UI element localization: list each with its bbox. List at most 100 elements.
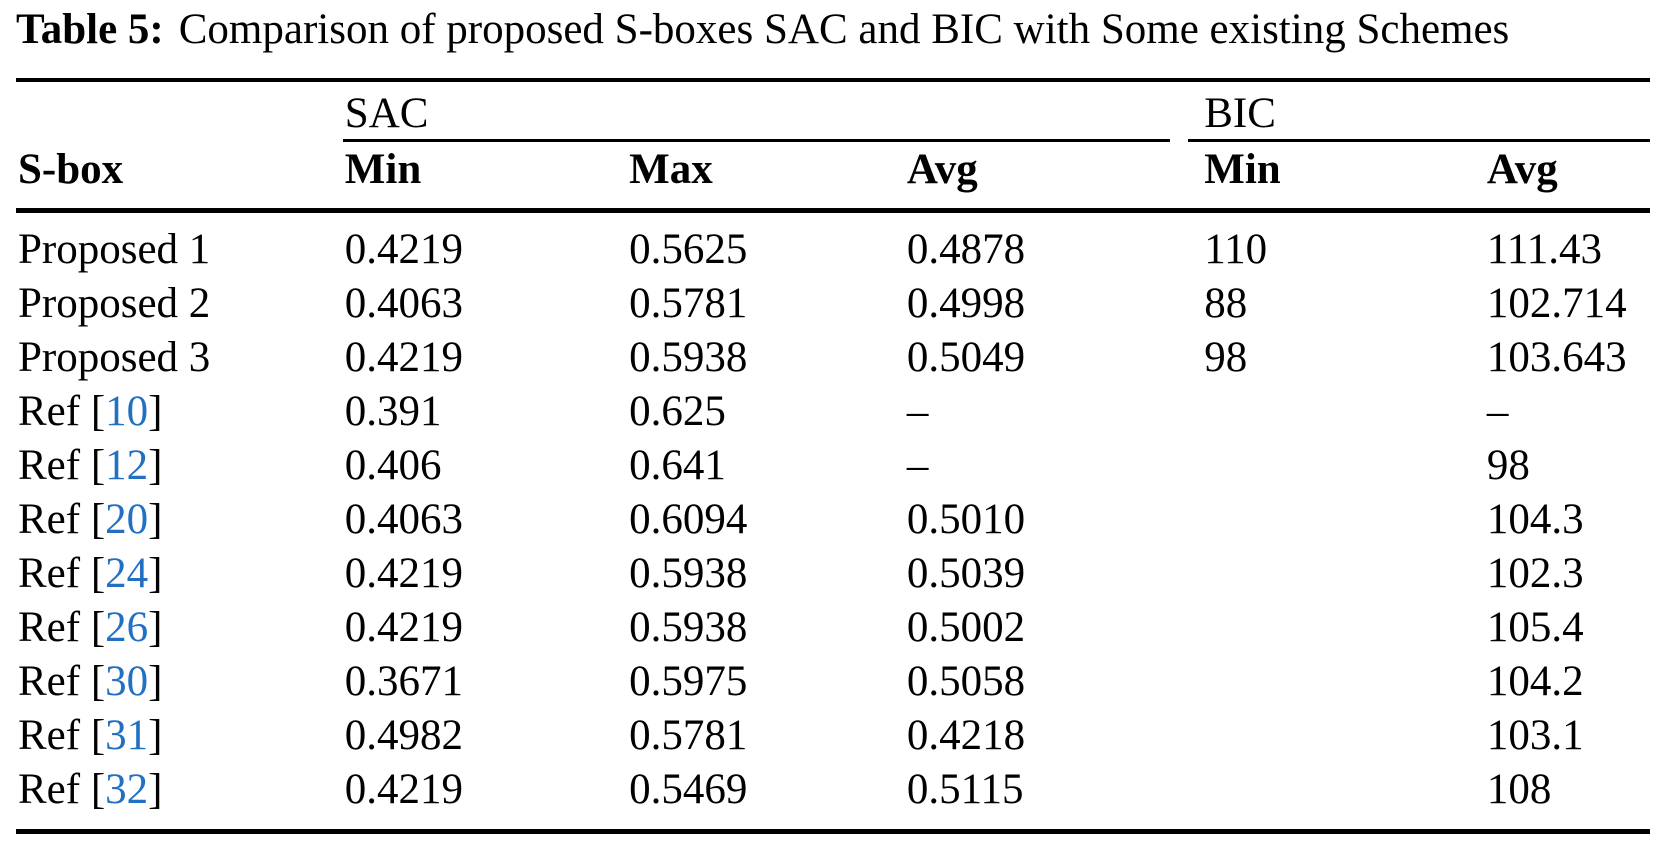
row-label-text: Ref [	[18, 550, 106, 597]
table-cell: 0.4063	[344, 280, 464, 327]
table-cell: 0.5058	[906, 658, 1026, 705]
table-row: Ref [24] 0.4219 0.5938 0.5039 102.3	[16, 547, 1650, 601]
row-label: Proposed 3	[16, 331, 343, 385]
table-cell: 0.625	[629, 388, 726, 435]
table-cell: 0.5010	[906, 496, 1026, 543]
table-caption-label: Table 5:	[16, 6, 164, 53]
row-label-text: Proposed 1	[18, 226, 211, 273]
table-row: Proposed 3 0.4219 0.5938 0.5049 98 103.643	[16, 331, 1650, 385]
table-cell: 0.5781	[629, 712, 748, 759]
table-cell: –	[1486, 388, 1509, 435]
citation-link[interactable]: 31	[105, 712, 149, 759]
citation-link[interactable]: 30	[105, 658, 149, 705]
table-cell: 104.2	[1486, 658, 1584, 705]
table-row: Ref [20] 0.4063 0.6094 0.5010 104.3	[16, 493, 1650, 547]
table-cell: 0.6094	[629, 496, 748, 543]
row-label: Ref [32]	[16, 763, 343, 817]
table-cell: 0.4218	[906, 712, 1026, 759]
table-cell: 0.5975	[629, 658, 748, 705]
column-header-row: S-box Min Max Avg Min Avg	[16, 142, 1650, 208]
row-label: Proposed 2	[16, 277, 343, 331]
column-header-sbox: S-box	[18, 146, 124, 193]
spacer-cell	[16, 82, 343, 142]
table-bottom-rule	[16, 829, 1650, 834]
table-row: Proposed 2 0.4063 0.5781 0.4998 88 102.714	[16, 277, 1650, 331]
row-label: Proposed 1	[16, 223, 343, 277]
header-bottom-rule	[16, 208, 1650, 213]
row-label: Ref [12]	[16, 439, 343, 493]
table-cell: 88	[1204, 280, 1248, 327]
row-label: Ref [24]	[16, 547, 343, 601]
table-cell: 0.4219	[344, 334, 464, 381]
table-cell: 0.4998	[906, 280, 1026, 327]
table-cell: 0.4982	[344, 712, 464, 759]
table-caption: Table 5: Comparison of proposed S-boxes S…	[16, 4, 1650, 56]
table-cell: 105.4	[1486, 604, 1584, 651]
table-cell: 103.1	[1486, 712, 1584, 759]
table-cell: 0.5625	[629, 226, 748, 273]
column-header-bic-min: Min	[1204, 146, 1281, 193]
row-label-suffix: ]	[148, 550, 163, 597]
table-cell: –	[906, 388, 929, 435]
table-body: Proposed 1 0.4219 0.5625 0.4878 110 111.43 Pro…	[16, 213, 1650, 829]
table-cell: 110	[1204, 226, 1268, 273]
table-cell: 0.5002	[906, 604, 1026, 651]
column-header-sac-avg: Avg	[906, 146, 978, 193]
table-row: Ref [31] 0.4982 0.5781 0.4218 103.1	[16, 709, 1650, 763]
row-label-text: Ref [	[18, 658, 106, 705]
row-label-suffix: ]	[148, 658, 163, 705]
table-cell: 0.5115	[906, 766, 1024, 813]
citation-link[interactable]: 20	[105, 496, 149, 543]
table-cell: 98	[1486, 442, 1530, 489]
citation-link[interactable]: 32	[105, 766, 149, 813]
row-label-suffix: ]	[148, 442, 163, 489]
table-cell: 108	[1486, 766, 1552, 813]
table-row: Ref [32] 0.4219 0.5469 0.5115 108	[16, 763, 1650, 817]
table-cell: 0.641	[629, 442, 726, 489]
table-cell: 102.714	[1486, 280, 1627, 327]
row-label: Ref [10]	[16, 385, 343, 439]
table-cell: 0.5049	[906, 334, 1026, 381]
table-cell: 0.5938	[629, 550, 748, 597]
row-label: Ref [31]	[16, 709, 343, 763]
column-header-sac-min: Min	[344, 146, 422, 193]
row-label-text: Ref [	[18, 604, 106, 651]
citation-link[interactable]: 26	[105, 604, 149, 651]
table-row: Proposed 1 0.4219 0.5625 0.4878 110 111.43	[16, 223, 1650, 277]
row-label-suffix: ]	[148, 496, 163, 543]
table-cell: 0.4219	[344, 226, 464, 273]
table-cell: 111.43	[1486, 226, 1602, 273]
citation-link[interactable]: 12	[105, 442, 149, 489]
citation-link[interactable]: 24	[105, 550, 149, 597]
table-cell: 0.406	[344, 442, 442, 489]
table-cell: 104.3	[1486, 496, 1584, 543]
table-cell: 103.643	[1486, 334, 1627, 381]
table-cell: 0.5938	[629, 604, 748, 651]
table-cell: 98	[1204, 334, 1248, 381]
table-top-rule	[16, 78, 1650, 82]
row-label: Ref [30]	[16, 655, 343, 709]
table-cell: 0.4063	[344, 496, 464, 543]
row-label-text: Ref [	[18, 388, 106, 435]
row-label-text: Ref [	[18, 766, 106, 813]
table-row: Ref [26] 0.4219 0.5938 0.5002 105.4	[16, 601, 1650, 655]
row-label-suffix: ]	[148, 766, 163, 813]
table-cell: 0.4219	[344, 766, 464, 813]
table-cell: 0.5781	[629, 280, 748, 327]
table-cell: 0.5039	[906, 550, 1026, 597]
row-label-suffix: ]	[148, 712, 163, 759]
table-cell: 0.4878	[906, 226, 1026, 273]
table-row: Ref [10] 0.391 0.625– –	[16, 385, 1650, 439]
table-row: Ref [30] 0.3671 0.5975 0.5058 104.2	[16, 655, 1650, 709]
row-label-text: Ref [	[18, 712, 106, 759]
table-cell: 0.5469	[629, 766, 748, 813]
group-header-row: SAC BIC	[16, 82, 1650, 142]
paper-table-page: Table 5: Comparison of proposed S-boxes S…	[0, 4, 1667, 850]
table-cell: –	[906, 442, 929, 489]
table-cell: 0.391	[344, 388, 442, 435]
table-caption-text: Comparison of proposed S-boxes SAC and B…	[178, 6, 1510, 53]
column-header-sac-max: Max	[629, 146, 713, 193]
row-label-suffix: ]	[148, 388, 163, 435]
row-label-suffix: ]	[148, 604, 163, 651]
citation-link[interactable]: 10	[105, 388, 149, 435]
